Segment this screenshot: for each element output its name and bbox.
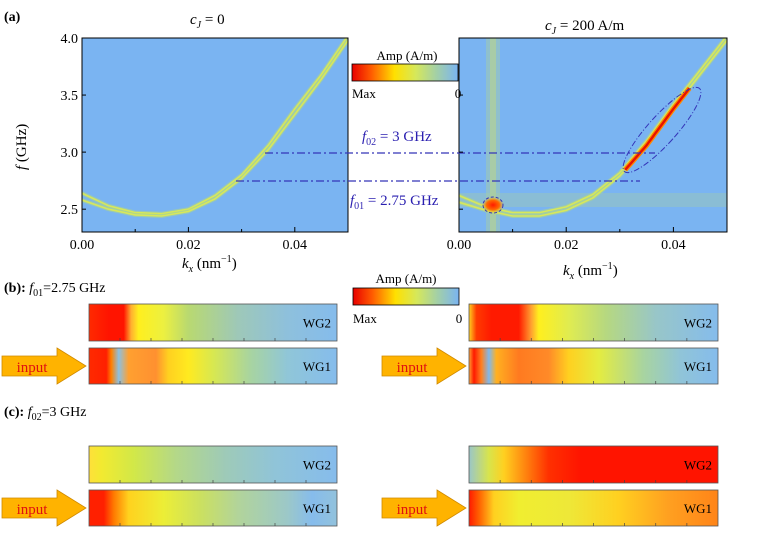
y-tick-label: 3.0 <box>61 146 79 161</box>
f01-annotation: f01 = 2.75 GHz <box>350 193 439 212</box>
source-hotspot <box>482 197 504 213</box>
colorbar-a-bar <box>351 63 459 82</box>
vertical-band <box>486 38 500 232</box>
input-label: input <box>17 502 49 518</box>
input-label: input <box>17 360 49 376</box>
input-label: input <box>397 360 429 376</box>
colorbar-a: Amp (A/m) Max 0 <box>351 48 462 101</box>
dispersion-curve <box>459 38 727 214</box>
colorbar-b: Amp (A/m) Max 0 <box>352 271 463 326</box>
left-axes: 2.5 3.0 3.5 4.0 0.00 0.02 0.04 <box>61 32 308 253</box>
wg1-label: WG1 <box>303 501 331 516</box>
colorbar-b-max: Max <box>353 311 377 326</box>
colorbar-a-max: Max <box>352 86 376 101</box>
panel-c-label: (c): f02=3 GHz <box>4 405 86 423</box>
input-arrow-shape <box>381 347 467 385</box>
right-plot-title: cJ = 200 A/m <box>545 18 625 37</box>
input-arrow: input <box>381 347 467 385</box>
x-tick-label: 0.02 <box>554 238 579 253</box>
colorbar-b-min: 0 <box>456 311 463 326</box>
panel-b-label: (b): f01=2.75 GHz <box>4 281 106 299</box>
left-dispersion-plot <box>81 37 349 233</box>
waveguide-strip <box>88 347 338 385</box>
wg1-label: WG1 <box>684 359 712 374</box>
wg1-label: WG1 <box>684 501 712 516</box>
y-axis-label: f (GHz) <box>14 124 30 170</box>
input-arrow: input <box>381 489 467 527</box>
f02-annotation: f02 = 3 GHz <box>362 129 432 148</box>
x-tick-label: 0.04 <box>283 238 308 253</box>
highlight-ellipse <box>622 86 702 174</box>
input-arrow-shape <box>1 347 87 385</box>
input-arrow: input <box>1 489 87 527</box>
y-tick-label: 4.0 <box>61 32 79 47</box>
input-arrow: input <box>1 347 87 385</box>
waveguide-strip <box>468 303 719 342</box>
wg2-label: WG2 <box>303 458 331 473</box>
excited-branch <box>624 87 691 171</box>
waveguide-strip <box>88 445 338 484</box>
colorbar-b-bar <box>352 287 460 306</box>
input-label: input <box>397 502 429 518</box>
dispersion-curve <box>82 38 348 215</box>
y-tick-label: 2.5 <box>61 203 79 218</box>
x-axis-label-right: kx (nm−1) <box>563 261 618 282</box>
waveguide-maps: WG2 WG1 WG2 WG1 WG2 WG1 WG2 WG1 <box>88 303 719 527</box>
x-tick-label: 0.00 <box>70 238 95 253</box>
right-axes: 0.00 0.02 0.04 <box>447 37 686 253</box>
x-axis-label-left: kx (nm−1) <box>182 254 237 275</box>
wg1-label: WG1 <box>303 359 331 374</box>
colorbar-a-title: Amp (A/m) <box>376 48 437 63</box>
source-ellipse <box>482 196 504 214</box>
wg2-label: WG2 <box>303 316 331 331</box>
panel-a-label: (a) <box>4 10 21 25</box>
waveguide-strip <box>88 489 338 527</box>
left-plot-background <box>82 38 348 232</box>
waveguide-strip <box>468 347 719 385</box>
colorbar-b-title: Amp (A/m) <box>375 271 436 286</box>
input-arrow-shape <box>1 489 87 527</box>
wg2-label: WG2 <box>684 458 712 473</box>
colorbar-a-min: 0 <box>455 86 462 101</box>
x-tick-label: 0.02 <box>176 238 201 253</box>
y-tick-label: 3.5 <box>61 89 79 104</box>
dispersion-curve <box>82 39 348 217</box>
waveguide-strip <box>88 303 338 342</box>
input-arrow-shape <box>381 489 467 527</box>
waveguide-strip <box>468 489 719 527</box>
left-plot-title: cJ = 0 <box>190 12 225 31</box>
waveguide-strip <box>468 445 719 484</box>
wg2-label: WG2 <box>684 316 712 331</box>
x-tick-label: 0.04 <box>661 238 686 253</box>
x-tick-label: 0.00 <box>447 238 472 253</box>
right-dispersion-plot <box>458 37 728 233</box>
